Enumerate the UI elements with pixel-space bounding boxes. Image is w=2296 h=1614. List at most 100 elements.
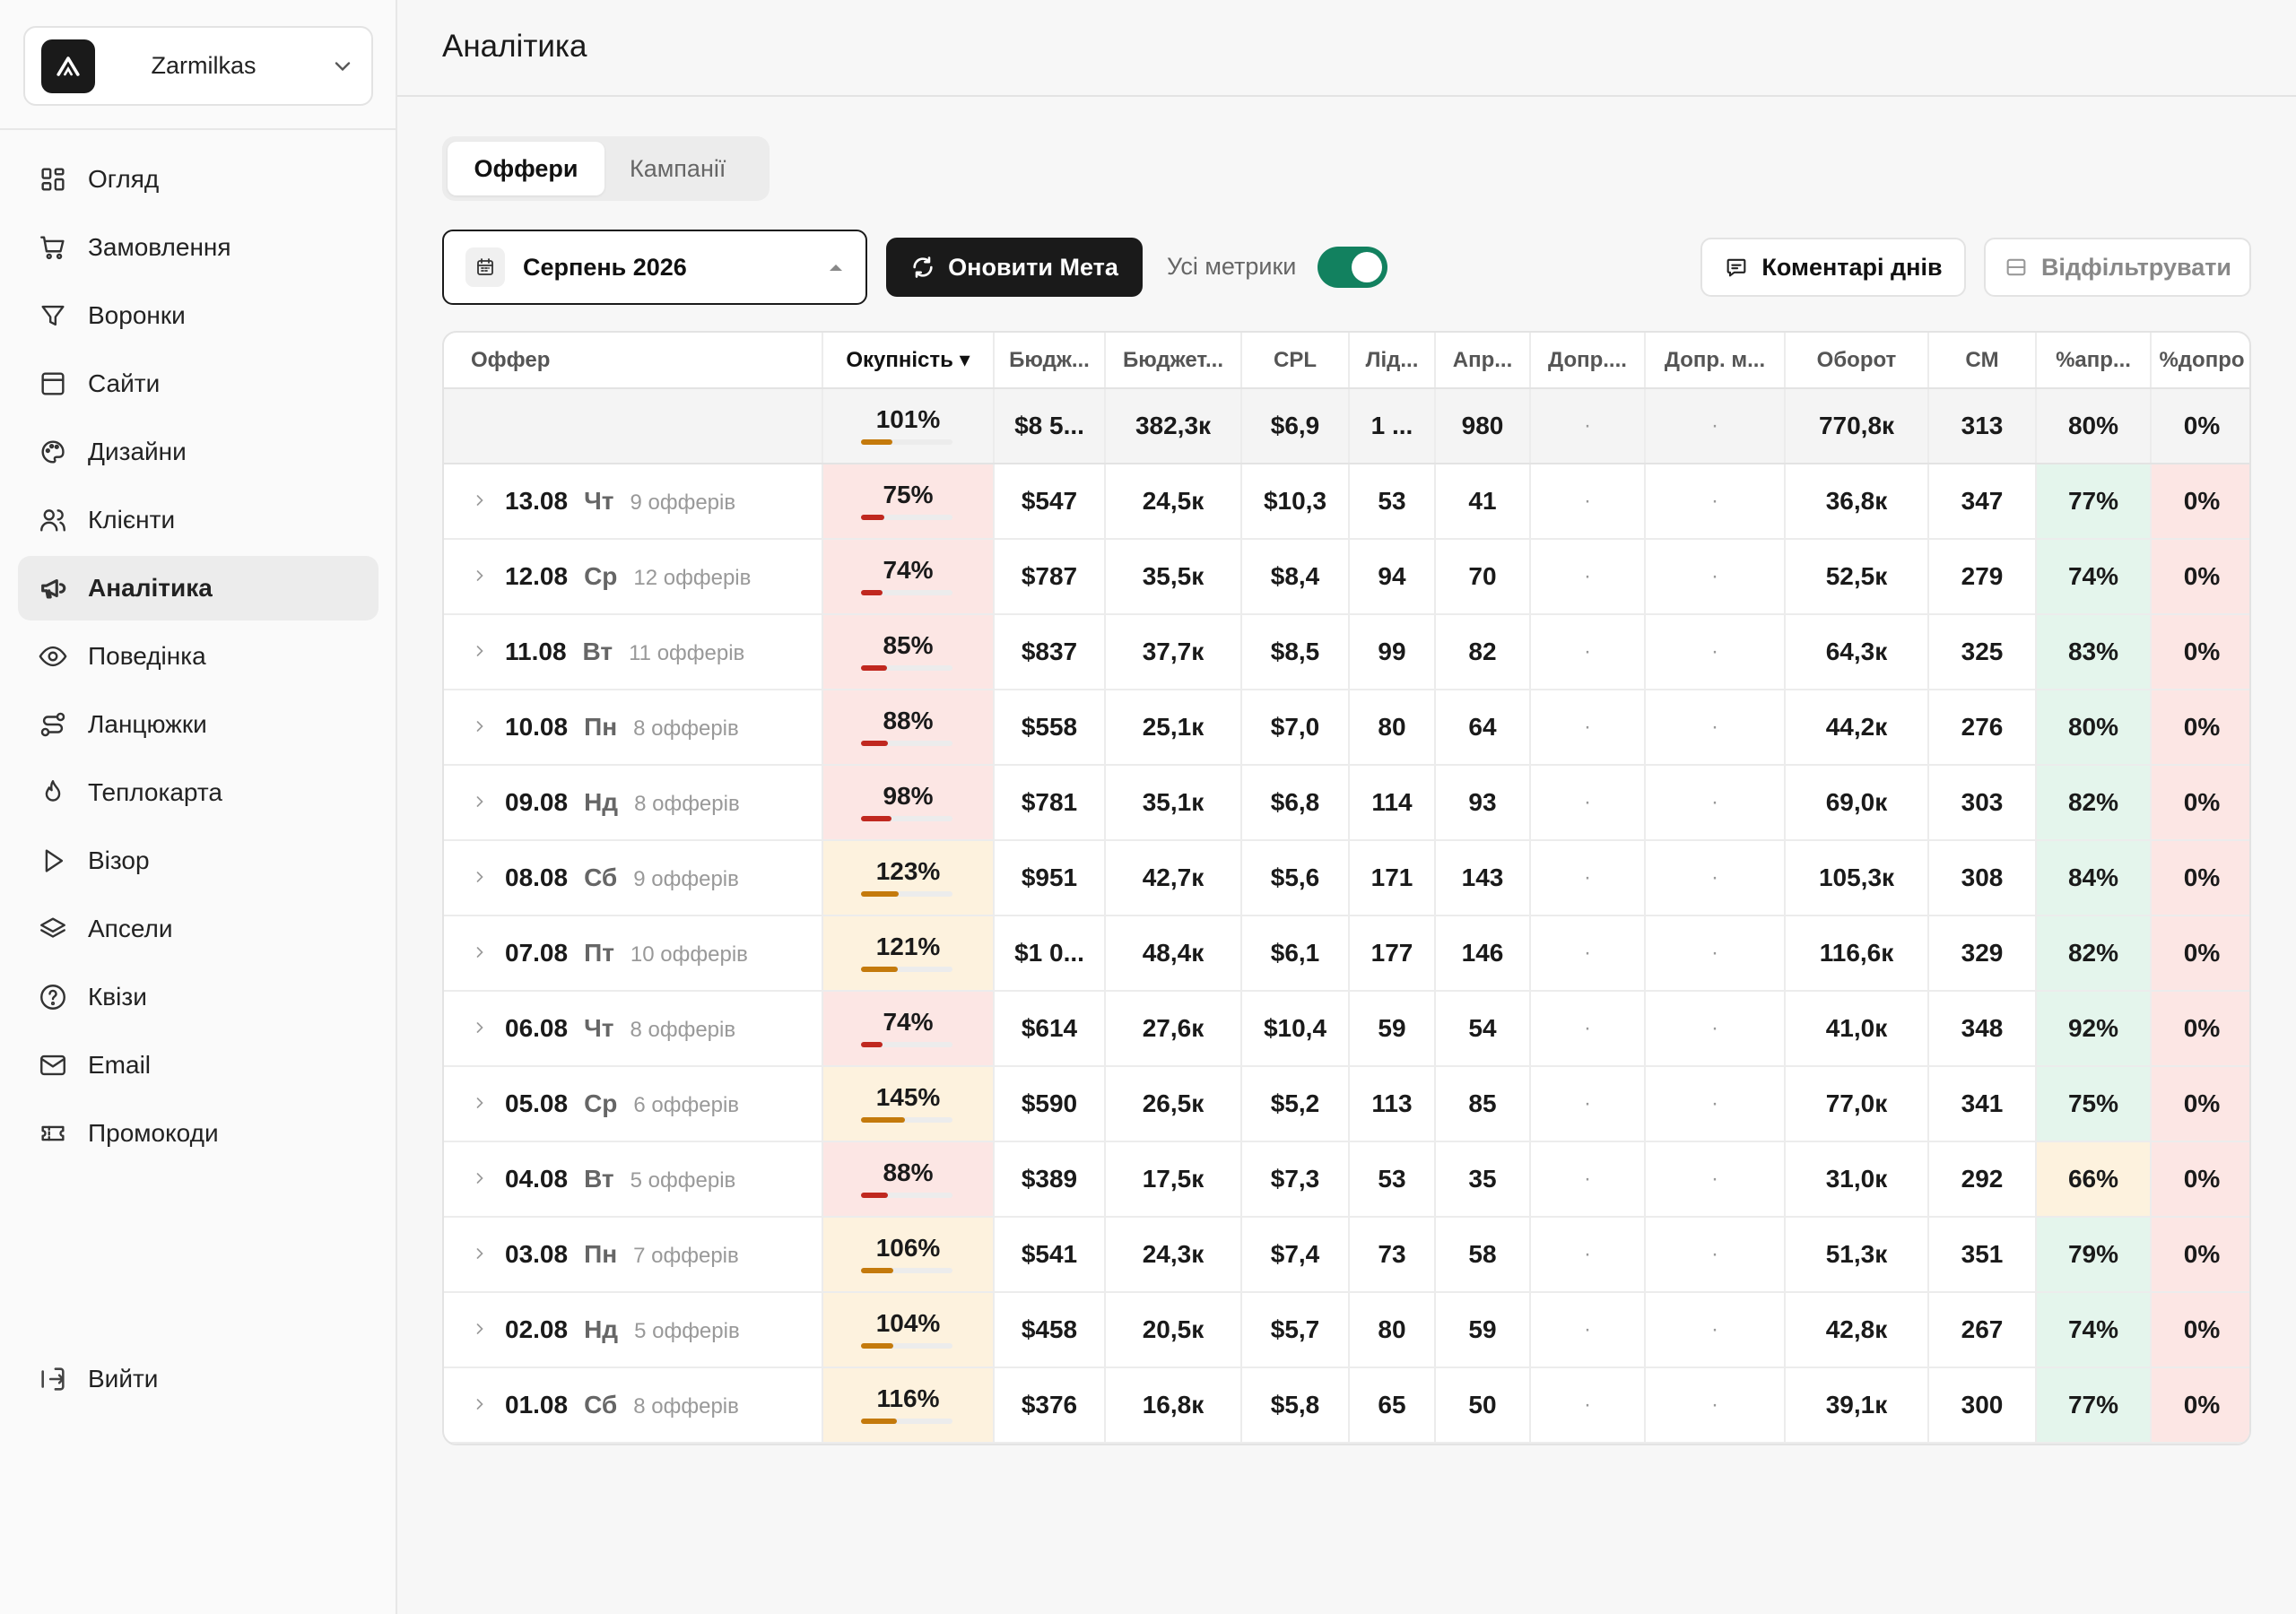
cell-turnover: 41,0к [1785,991,1929,1067]
sidebar-item-megaphone[interactable]: Аналітика [18,556,378,620]
row-weekday: Сб [584,863,618,891]
row-date: 11.08 [505,638,567,665]
refresh-meta-button[interactable]: Оновити Мета [886,238,1143,297]
column-header[interactable]: Допр. м... [1645,333,1786,389]
chevron-right-icon[interactable] [471,1319,498,1344]
cell-extra1: · [1530,765,1646,841]
sidebar-item-layers[interactable]: Апсели [18,897,378,961]
cell-cm: 267 [1928,1292,2037,1368]
all-metrics-toggle[interactable] [1318,247,1387,288]
sidebar-item-palette[interactable]: Дизайни [18,420,378,484]
chevron-right-icon[interactable] [471,490,498,516]
day-comments-button[interactable]: Коментарі днів [1700,238,1966,297]
cell-upsell-pct: 0% [2151,765,2249,841]
cell-extra2: · [1645,690,1786,766]
roi-cell: 98% [822,765,995,841]
sidebar-item-play[interactable]: Візор [18,829,378,893]
table-row[interactable]: 01.08 Сб 8 офферів 116% $376 16,8к $5,8 65 50 · · 3… [444,1367,2249,1444]
cell-cm: 276 [1928,690,2037,766]
sidebar-item-question[interactable]: Квізи [18,965,378,1029]
column-header[interactable]: %допро [2151,333,2249,389]
table-row[interactable]: 10.08 Пн 8 офферів 88% $558 25,1к $7,0 80 64 · · 44… [444,690,2249,766]
sidebar-item-label: Аналітика [88,574,213,602]
chevron-right-icon[interactable] [471,1394,498,1419]
sidebar-item-flame[interactable]: Теплокарта [18,760,378,825]
sidebar-item-users[interactable]: Клієнти [18,488,378,552]
chevron-right-icon[interactable] [471,1168,498,1193]
cell-extra1: · [1530,991,1646,1067]
filter-button[interactable]: Відфільтрувати [1984,238,2251,297]
chevron-right-icon[interactable] [471,792,498,817]
table-row[interactable]: 08.08 Сб 9 офферів 123% $951 42,7к $5,6 171 143 ·… [444,840,2249,916]
table-row[interactable]: 12.08 Ср 12 офферів 74% $787 35,5к $8,4 94 70 · · 5… [444,539,2249,615]
cell-cpl: $7,0 [1241,690,1350,766]
sidebar-item-grid[interactable]: Огляд [18,147,378,212]
column-header[interactable]: Апр... [1435,333,1531,389]
chevron-right-icon[interactable] [471,942,498,968]
table-row[interactable]: 06.08 Чт 8 офферів 74% $614 27,6к $10,4 59 54 · · 4… [444,991,2249,1067]
day-cell: 07.08 Пт 10 офферів [444,915,823,992]
column-header[interactable]: Допр.... [1530,333,1646,389]
cell-approve-pct: 75% [2036,1066,2152,1142]
column-header[interactable]: CM [1928,333,2037,389]
row-weekday: Ср [584,562,618,590]
sidebar-item-funnel[interactable]: Воронки [18,283,378,348]
cell-cm: 325 [1928,614,2037,690]
table-row[interactable]: 03.08 Пн 7 офферів 106% $541 24,3к $7,4 73 58 · · 5… [444,1217,2249,1293]
logout-button[interactable]: Вийти [38,1347,158,1411]
chevron-right-icon[interactable] [471,716,498,742]
chevron-right-icon[interactable] [471,867,498,892]
sidebar-item-route[interactable]: Ланцюжки [18,692,378,757]
table-row[interactable]: 04.08 Вт 5 офферів 88% $389 17,5к $7,3 53 35 · · 31… [444,1141,2249,1218]
workspace-switcher[interactable]: Zarmilkas [23,26,373,106]
cell-leads: 53 [1349,464,1436,540]
roi-progress-bar [861,891,952,897]
roi-progress-fill [861,741,888,746]
chevron-right-icon[interactable] [471,641,498,666]
day-cell: 10.08 Пн 8 офферів [444,690,823,766]
column-header[interactable]: Оффер [444,333,823,389]
sidebar-item-cart[interactable]: Замовлення [18,215,378,280]
cell-approved: 41 [1435,464,1531,540]
column-header[interactable]: Бюдж... [994,333,1106,389]
megaphone-icon [41,578,66,599]
chevron-right-icon[interactable] [471,1244,498,1269]
month-select[interactable]: Серпень 2026 [442,230,867,305]
tab-campaigns[interactable]: Кампанії [630,154,726,182]
tab-offers[interactable]: Оффери [448,142,604,195]
table-row[interactable]: 02.08 Нд 5 офферів 104% $458 20,5к $5,7 80 59 · · 4… [444,1292,2249,1368]
chevron-right-icon[interactable] [471,1093,498,1118]
row-offer-count: 7 офферів [633,1244,739,1268]
table-row[interactable]: 11.08 Вт 11 офферів 85% $837 37,7к $8,5 99 82 · · 6… [444,614,2249,690]
sidebar-item-browser[interactable]: Сайти [18,351,378,416]
cell-extra1: · [1530,464,1646,540]
table-row[interactable]: 05.08 Ср 6 офферів 145% $590 26,5к $5,2 113 85 · ·… [444,1066,2249,1142]
column-header[interactable]: Окупність ▾ [822,333,995,389]
table-row[interactable]: 09.08 Нд 8 офферів 98% $781 35,1к $6,8 114 93 · · 6… [444,765,2249,841]
chevron-right-icon[interactable] [471,566,498,591]
table-row[interactable]: 13.08 Чт 9 офферів 75% $547 24,5к $10,3 53 41 · · 3… [444,464,2249,540]
roi-progress-bar [861,439,952,445]
cell-turnover: 116,6к [1785,915,1929,992]
cell-cpl: $7,3 [1241,1141,1350,1218]
roi-progress-bar [861,1117,952,1123]
cell-budget-uah: 17,5к [1105,1141,1242,1218]
cell-turnover: 105,3к [1785,840,1929,916]
cell-approve-pct: 84% [2036,840,2152,916]
cell-approved: 82 [1435,614,1531,690]
column-header[interactable]: Бюджет... [1105,333,1242,389]
all-metrics-label: Усі метрики [1167,253,1297,280]
column-header[interactable]: %апр... [2036,333,2152,389]
ticket-icon [41,1125,65,1141]
chevron-right-icon[interactable] [471,1018,498,1043]
filter-label: Відфільтрувати [2040,253,2232,281]
sidebar-item-eye[interactable]: Поведінка [18,624,378,689]
table-row[interactable]: 07.08 Пт 10 офферів 121% $1 0... 48,4к $6,1 177… [444,915,2249,992]
column-header[interactable]: Лід... [1349,333,1436,389]
column-header[interactable]: CPL [1241,333,1350,389]
roi-progress-bar [861,515,952,520]
column-header[interactable]: Оборот [1785,333,1929,389]
cell-extra2: · [1645,1141,1786,1218]
sidebar-item-ticket[interactable]: Промокоди [18,1101,378,1166]
sidebar-item-mail[interactable]: Email [18,1033,378,1098]
